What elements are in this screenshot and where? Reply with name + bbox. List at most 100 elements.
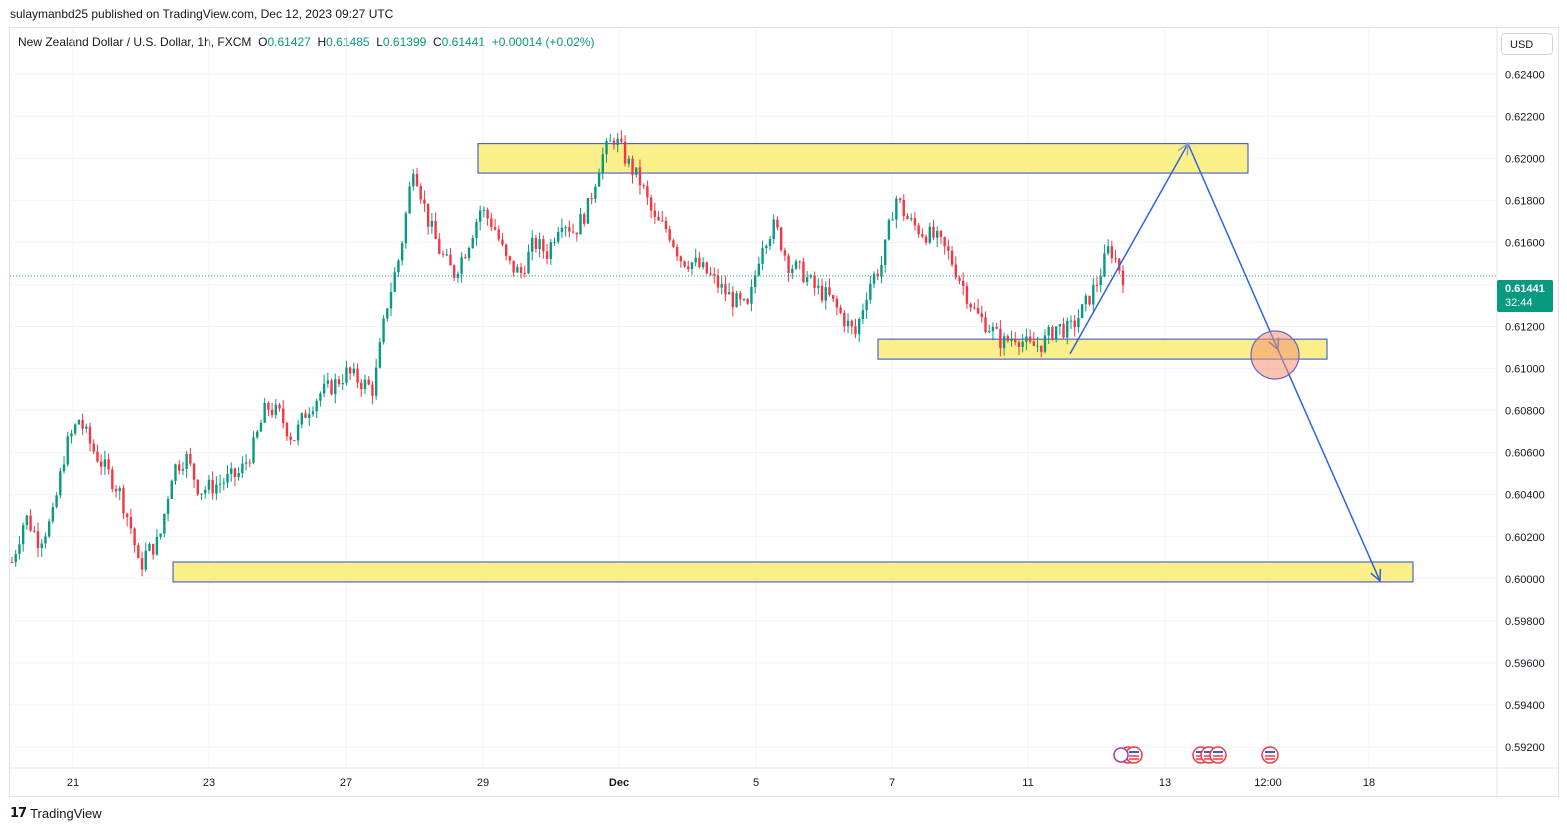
projection-path[interactable] [1069, 141, 1381, 582]
candle-body [300, 413, 304, 425]
candle-body [1051, 327, 1054, 340]
candle-body [787, 255, 790, 273]
close-value: 0.61441 [441, 35, 486, 49]
candle-body [809, 275, 813, 278]
candle-body [248, 462, 252, 464]
candle-body [620, 138, 623, 142]
candle-body [720, 284, 723, 288]
candle-body [140, 558, 144, 570]
arrowhead-top-icon [1177, 142, 1189, 156]
candle-body [709, 273, 712, 275]
candle-body [917, 225, 920, 235]
target-zone[interactable] [172, 561, 1414, 583]
candle-body [988, 331, 991, 333]
candle-body [475, 221, 478, 239]
x-tick-label: 27 [340, 777, 352, 789]
candle-body [204, 489, 207, 494]
candle-body [1066, 320, 1069, 338]
candle-body [452, 265, 456, 278]
candle-body [1010, 339, 1013, 341]
candle-body [148, 543, 151, 551]
candle-body [638, 167, 642, 186]
close-label: C [432, 35, 442, 49]
candle-body [798, 261, 801, 263]
candle-body [1103, 253, 1106, 277]
candle-body [1043, 335, 1047, 352]
candle-body [1006, 336, 1010, 341]
y-tick-label: 0.59200 [1505, 742, 1545, 754]
y-tick-label: 0.61000 [1505, 364, 1545, 376]
arrowhead-target-icon [1370, 568, 1382, 583]
candle-body [419, 186, 422, 200]
candle-body [839, 307, 842, 313]
candle-body [144, 550, 147, 570]
candle-body [337, 379, 341, 385]
candle-body [367, 379, 370, 385]
candle-body [523, 273, 526, 275]
candle-body [285, 423, 289, 437]
x-tick-label: 23 [203, 777, 215, 789]
candle-body [1025, 336, 1028, 342]
dividend-event-icon[interactable] [1113, 747, 1129, 763]
candle-body [73, 424, 77, 434]
candle-body [415, 173, 419, 187]
candle-body [363, 379, 367, 390]
x-tick-label: 21 [67, 777, 79, 789]
candle-body [1040, 345, 1043, 352]
resistance-zone[interactable] [477, 143, 1249, 174]
candle-body [88, 426, 92, 444]
candle-body [828, 287, 831, 296]
candle-body [1032, 341, 1036, 346]
candle-body [924, 236, 928, 243]
us-event-flag-icon[interactable] [1209, 746, 1227, 764]
candle-body [103, 459, 107, 467]
candle-body [404, 213, 408, 244]
y-tick-label: 0.62400 [1505, 69, 1545, 81]
high-label: H [317, 35, 327, 49]
support-zone[interactable] [877, 338, 1328, 360]
publisher-line: sulaymanbd25 published on TradingView.co… [10, 7, 394, 21]
candle-body [850, 320, 853, 327]
candle-body [348, 367, 352, 374]
candle-body [482, 209, 486, 211]
candle-body [77, 420, 81, 425]
candle-body [936, 231, 939, 238]
y-tick-label: 0.62200 [1505, 111, 1545, 123]
candle-body [694, 257, 697, 263]
candle-body [10, 561, 14, 563]
candle-body [36, 531, 40, 549]
candle-body [820, 285, 824, 301]
candle-body [460, 257, 463, 274]
candle-body [813, 275, 816, 288]
candle-body [185, 453, 188, 470]
candle-body [218, 483, 222, 485]
candle-body [698, 257, 701, 268]
currency-button[interactable]: USD [1501, 33, 1553, 55]
candle-body [1017, 342, 1021, 347]
candle-body [553, 241, 556, 243]
candle-body [921, 234, 924, 237]
candle-body [753, 275, 757, 287]
candle-body [661, 220, 664, 222]
us-event-flag-icon[interactable] [1261, 746, 1279, 764]
candle-body [765, 245, 768, 249]
x-tick-label: 29 [477, 777, 489, 789]
tradingview-logo[interactable]: 𝟭𝟳 TradingView [10, 805, 102, 821]
candle-body [85, 426, 88, 429]
bar-countdown: 32:44 [1505, 297, 1533, 309]
candle-body [434, 220, 437, 239]
candle-body [1069, 320, 1073, 322]
candle-body [590, 198, 593, 200]
candle-body [1077, 318, 1080, 328]
candle-body [534, 237, 538, 250]
retest-highlight-circle[interactable] [1250, 330, 1300, 380]
candle-body [653, 210, 657, 217]
open-label: O [258, 35, 268, 49]
candle-body [1088, 295, 1091, 305]
candle-body [241, 463, 244, 474]
candle-body [237, 473, 240, 477]
candle-body [118, 488, 121, 492]
candle-body [631, 158, 634, 175]
candle-body [244, 462, 248, 464]
